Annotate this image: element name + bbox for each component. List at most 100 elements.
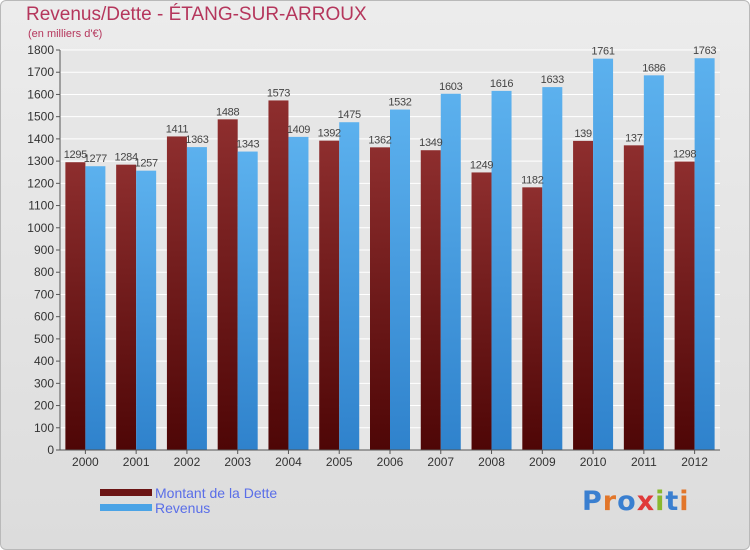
bar-revenus — [542, 87, 563, 450]
logo-letter: i — [655, 486, 666, 517]
bar-dette — [166, 136, 187, 450]
data-label-revenus: 1532 — [388, 97, 411, 109]
x-tick-label: 2004 — [275, 455, 302, 469]
data-label-dette: 1392 — [318, 128, 341, 140]
y-tick-label: 1300 — [27, 154, 54, 168]
x-tick-label: 2000 — [72, 455, 99, 469]
data-label-dette: 1411 — [166, 123, 189, 135]
y-tick-label: 1700 — [27, 65, 54, 79]
bar-dette — [319, 140, 340, 450]
bar-dette — [370, 147, 390, 451]
data-label-dette: 1182 — [521, 174, 544, 186]
y-tick-label: 400 — [34, 354, 54, 368]
bar-revenus — [694, 58, 715, 450]
bar-dette — [623, 145, 644, 451]
y-tick-label: 1000 — [27, 221, 54, 235]
data-label-revenus: 1686 — [642, 62, 665, 74]
axes: 0 100 200 300 400 500 600 700 800 900 1000 1100 1200… — [27, 43, 720, 469]
bars — [65, 58, 715, 451]
data-label-dette: 1349 — [419, 137, 442, 149]
y-tick-label: 1500 — [27, 110, 54, 124]
logo-letter: t — [665, 486, 680, 517]
bar-dette — [573, 140, 594, 450]
y-tick-label: 1800 — [27, 43, 54, 57]
y-tick-label: 1600 — [27, 87, 54, 101]
data-label-revenus: 1343 — [236, 139, 259, 151]
bar-dette — [116, 164, 137, 450]
y-tick-label: 1100 — [28, 199, 54, 213]
bar-revenus — [593, 58, 614, 451]
x-tick-label: 2009 — [529, 455, 556, 469]
legend-swatch-revenus — [100, 504, 152, 511]
logo-letter: i — [679, 486, 690, 517]
data-label-dette: 1295 — [64, 149, 87, 161]
data-label-dette: 1249 — [470, 159, 493, 171]
x-tick-label: 2002 — [174, 455, 201, 469]
bar-revenus — [390, 109, 410, 451]
x-tick-label: 2006 — [377, 455, 404, 469]
y-tick-label: 500 — [34, 332, 54, 346]
data-label-revenus: 1363 — [185, 134, 208, 146]
x-tick-label: 2001 — [123, 455, 150, 469]
bar-revenus — [136, 170, 157, 450]
bar-revenus — [643, 75, 664, 450]
y-tick-label: 0 — [47, 443, 54, 457]
chart-title: Revenus/Dette - ÉTANG-SUR-ARROUX — [26, 4, 367, 25]
y-tick-label: 100 — [34, 421, 54, 435]
y-tick-label: 200 — [34, 399, 54, 413]
bar-dette — [420, 150, 441, 450]
x-tick-label: 2007 — [427, 455, 454, 469]
y-tick-label: 600 — [34, 310, 54, 324]
data-label-dette: 1573 — [267, 87, 290, 99]
data-label-revenus: 1763 — [693, 45, 716, 57]
bar-dette — [674, 161, 695, 451]
bar-revenus — [339, 122, 360, 450]
bar-dette — [65, 162, 86, 450]
bar-dette — [471, 172, 492, 450]
x-tick-label: 2011 — [631, 455, 657, 469]
data-label-revenus: 1633 — [541, 74, 564, 86]
data-label-revenus: 1409 — [287, 124, 310, 136]
bar-revenus — [440, 93, 461, 451]
x-tick-label: 2010 — [580, 455, 607, 469]
x-tick-label: 2003 — [224, 455, 251, 469]
data-label-revenus: 1616 — [490, 78, 513, 90]
y-tick-label: 800 — [34, 265, 54, 279]
y-tick-label: 1400 — [27, 132, 54, 146]
data-label-dette: 139 — [574, 128, 592, 140]
x-tick-label: 2008 — [478, 455, 505, 469]
data-label-revenus: 1475 — [338, 109, 361, 121]
bar-dette — [217, 119, 238, 450]
chart-subtitle: (en milliers d'€) — [28, 28, 103, 40]
data-label-revenus: 1761 — [591, 46, 614, 58]
data-label-revenus: 1603 — [439, 81, 462, 93]
legend-label-revenus: Revenus — [155, 500, 211, 516]
y-tick-label: 900 — [34, 243, 54, 257]
logo-letter: o — [617, 486, 637, 517]
legend-swatch-dette — [100, 489, 152, 496]
logo-letter: r — [602, 486, 618, 517]
bar-revenus — [237, 151, 258, 451]
y-tick-label: 1200 — [27, 176, 54, 190]
data-label-dette: 1488 — [216, 106, 239, 118]
logo-letter: x — [636, 486, 656, 517]
data-label-revenus: 1257 — [135, 158, 158, 170]
data-label-revenus: 1277 — [84, 153, 107, 165]
y-tick-label: 700 — [34, 287, 54, 301]
bar-revenus — [85, 166, 106, 450]
x-tick-label: 2012 — [681, 455, 708, 469]
proxiti-logo: Proxiti — [582, 486, 690, 517]
bar-revenus — [186, 147, 207, 450]
data-label-dette: 1362 — [368, 134, 391, 146]
logo-letter: P — [582, 486, 603, 517]
data-label-dette: 137 — [625, 132, 643, 144]
data-label-dette: 1298 — [673, 149, 696, 161]
legend-label-dette: Montant de la Dette — [155, 485, 278, 501]
bar-revenus — [288, 136, 309, 450]
x-tick-label: 2005 — [326, 455, 353, 469]
bar-dette — [522, 187, 543, 451]
bar-dette — [268, 100, 289, 450]
data-label-dette: 1284 — [115, 152, 138, 164]
